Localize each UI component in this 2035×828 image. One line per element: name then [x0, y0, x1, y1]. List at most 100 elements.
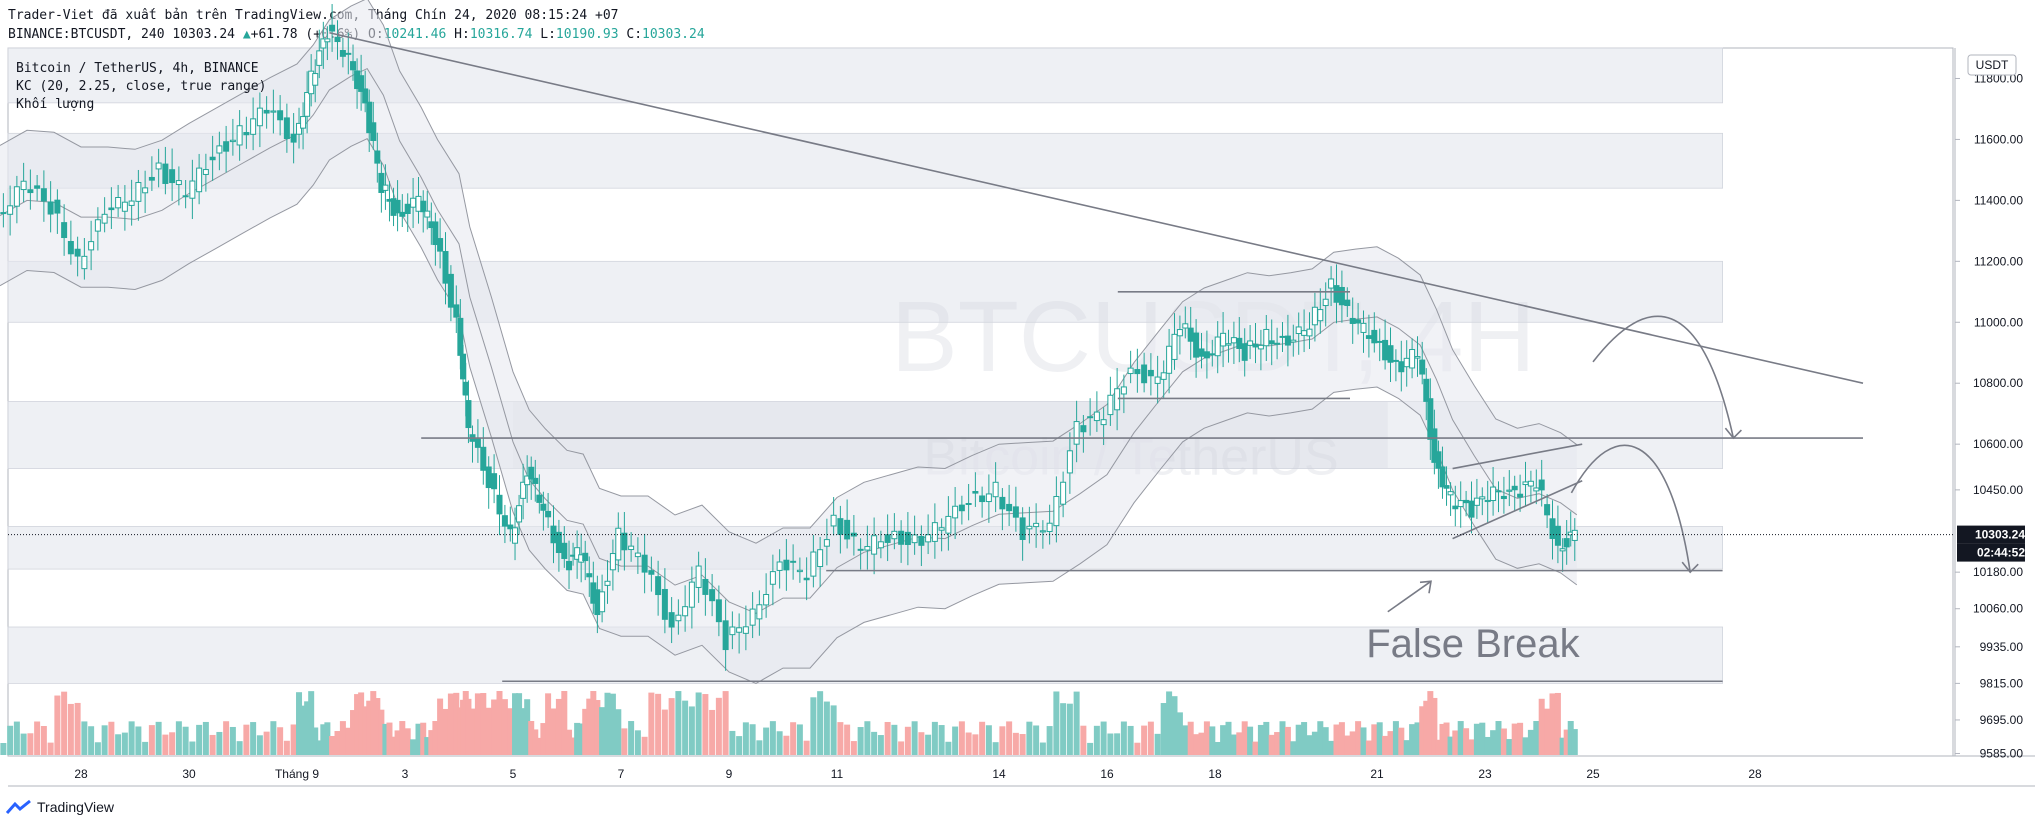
candle-body	[1087, 416, 1094, 419]
candle-body	[1338, 286, 1345, 306]
candle-body	[1484, 499, 1491, 503]
y-tick-label: 10180.00	[1973, 565, 2023, 579]
candle-body	[1559, 548, 1566, 552]
volume-bar	[182, 726, 189, 755]
up-arrow-icon: ▲	[242, 27, 251, 42]
candle-body	[1006, 503, 1013, 512]
volume-bar	[1257, 724, 1264, 755]
brand-label: TradingView	[37, 799, 115, 815]
candle-body	[1306, 328, 1313, 337]
candle-body	[81, 255, 88, 270]
high-value: 10316.74	[469, 27, 533, 42]
candle-body	[1160, 372, 1167, 380]
volume-bar	[931, 721, 938, 755]
volume-bar	[604, 692, 611, 755]
volume-bar	[354, 694, 361, 755]
candle-body	[108, 207, 115, 211]
volume-bar	[999, 726, 1006, 755]
candle-body	[536, 494, 543, 503]
arrowhead-icon	[1724, 427, 1742, 440]
candle-body	[1279, 335, 1286, 338]
volume-bar	[837, 722, 844, 755]
tradingview-brand[interactable]: TradingView	[6, 799, 114, 815]
volume-bar	[277, 727, 284, 755]
candle-body	[877, 541, 884, 549]
volume-bar	[437, 698, 444, 755]
candle-body	[729, 626, 736, 636]
candle-body	[1247, 340, 1254, 346]
volume-bar	[776, 731, 783, 755]
candle-body	[324, 38, 331, 43]
volume-bar	[501, 699, 508, 755]
volume-bar	[545, 693, 552, 755]
volume-bar	[1398, 727, 1405, 755]
candle-body	[1490, 486, 1497, 502]
projection-arrow	[1592, 315, 1735, 439]
candle-body	[1538, 479, 1545, 491]
volume-bar	[783, 735, 790, 755]
candle-body	[604, 580, 611, 586]
candle-body	[175, 180, 182, 186]
candle-body	[561, 542, 568, 559]
volume-bar	[1274, 732, 1281, 755]
candle-body	[1284, 335, 1291, 346]
volume-bar	[1427, 691, 1434, 755]
candle-body	[447, 273, 454, 308]
volume-bar	[1328, 740, 1335, 755]
volume-bar	[1033, 725, 1040, 755]
currency-button-label[interactable]: USDT	[1976, 58, 2009, 72]
volume-bar	[729, 730, 736, 755]
volume-bar	[209, 734, 216, 755]
candle-body	[115, 197, 122, 209]
volume-bar	[250, 722, 257, 755]
volume-bar	[1479, 722, 1486, 755]
volume-bar	[688, 706, 695, 755]
y-tick-label: 11600.00	[1974, 132, 2023, 146]
candle-body	[736, 627, 743, 633]
candle-body	[410, 197, 417, 208]
candle-body	[904, 531, 911, 545]
candle-body	[1214, 336, 1221, 357]
volume-bar	[1538, 698, 1545, 755]
candle-body	[339, 50, 346, 57]
volume-bar	[769, 721, 776, 755]
candle-body	[715, 599, 722, 623]
volume-bar	[1457, 721, 1464, 755]
candle-body	[634, 552, 641, 558]
volume-bar	[536, 737, 543, 755]
volume-bar	[1387, 731, 1394, 755]
candle-body	[13, 186, 20, 207]
volume-bar	[1134, 742, 1141, 755]
candle-body	[516, 505, 523, 523]
y-tick-label: 10600.00	[1973, 437, 2023, 451]
volume-bar	[1435, 739, 1442, 755]
volume-bar	[370, 691, 377, 755]
volume-bar	[1544, 708, 1551, 755]
volume-bar	[1284, 726, 1291, 755]
supply-demand-zone	[7, 626, 1723, 684]
volume-bar	[1382, 735, 1389, 755]
volume-bar	[512, 693, 519, 755]
volume-bar	[1431, 697, 1438, 755]
candle-body	[300, 116, 307, 129]
volume-bar	[304, 701, 311, 755]
low-label: L:	[540, 27, 556, 42]
candle-body	[277, 110, 284, 121]
candle-body	[34, 185, 41, 189]
candle-body	[1527, 480, 1534, 487]
volume-bar	[1484, 736, 1491, 755]
candle-body	[27, 189, 34, 194]
candle-body	[1193, 332, 1200, 358]
volume-bar	[1409, 724, 1416, 755]
candle-body	[1435, 451, 1442, 469]
candle-body	[404, 203, 411, 215]
candle-body	[1495, 490, 1502, 493]
countdown-label: 02:44:52	[1977, 546, 2025, 560]
volume-bar	[972, 734, 979, 755]
candle-body	[931, 522, 938, 542]
candle-body	[1141, 364, 1148, 384]
candle-body	[399, 211, 406, 217]
currency-button[interactable]	[1967, 54, 2017, 76]
candle-body	[243, 132, 250, 136]
